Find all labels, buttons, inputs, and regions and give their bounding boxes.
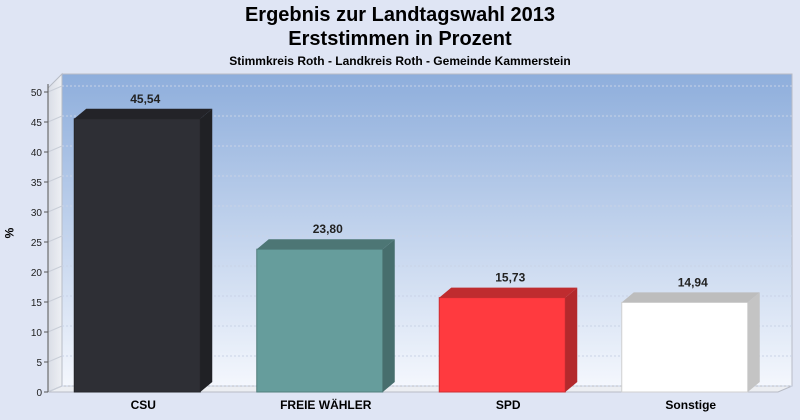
- bar-side: [382, 239, 395, 392]
- bar-top: [621, 292, 760, 303]
- y-tick-label: 0: [36, 388, 42, 399]
- bar: [256, 239, 395, 393]
- chart-title-line2: Erststimmen in Prozent: [288, 28, 512, 50]
- gridline-wall: [47, 385, 63, 393]
- y-tick-label: 45: [31, 118, 43, 129]
- bar-top: [74, 108, 213, 119]
- y-tick-label: 30: [31, 208, 43, 219]
- gridline-wall: [47, 205, 63, 213]
- gridline-wall: [47, 115, 63, 123]
- x-tick-label: SPD: [496, 398, 521, 412]
- x-tick-label: CSU: [131, 398, 156, 412]
- gridline-wall: [47, 175, 63, 183]
- bar: [73, 108, 213, 393]
- x-tick-label: FREIE WÄHLER: [280, 397, 372, 412]
- gridline-wall: [47, 355, 63, 363]
- bar-value-label: 14,94: [678, 275, 708, 289]
- bar: [621, 292, 760, 393]
- bar-front: [438, 297, 566, 393]
- gridline-wall: [47, 85, 63, 93]
- chart-subtitle: Stimmkreis Roth - Landkreis Roth - Gemei…: [229, 54, 571, 68]
- bar-top: [256, 239, 395, 250]
- gridline-wall: [47, 265, 63, 273]
- bar-side: [565, 287, 578, 392]
- y-tick-label: 5: [36, 358, 42, 369]
- bar-front: [256, 248, 384, 393]
- gridline-wall: [47, 145, 63, 153]
- bar-front: [621, 301, 749, 393]
- bar-value-label: 23,80: [313, 222, 343, 236]
- y-tick-label: 25: [31, 238, 43, 249]
- bar-value-label: 45,54: [130, 92, 160, 106]
- y-tick-label: 40: [31, 148, 43, 159]
- bar-side: [200, 108, 213, 392]
- bar-front: [73, 118, 201, 393]
- y-tick-label: 10: [31, 328, 43, 339]
- gridline-wall: [47, 295, 63, 303]
- y-tick-label: 50: [31, 88, 43, 99]
- bar-top: [439, 287, 578, 298]
- gridline-wall: [47, 325, 63, 333]
- y-tick-label: 20: [31, 268, 43, 279]
- gridline-wall: [47, 235, 63, 243]
- plot-side-wall: [47, 72, 63, 393]
- chart-title: Ergebnis zur Landtagswahl 2013: [244, 4, 556, 26]
- y-tick-label: 35: [31, 178, 43, 189]
- bar-side: [747, 292, 760, 392]
- bar-value-label: 15,73: [495, 271, 525, 285]
- y-tick-label: 15: [31, 298, 43, 309]
- x-tick-label: Sonstige: [665, 398, 716, 412]
- bar: [438, 287, 578, 393]
